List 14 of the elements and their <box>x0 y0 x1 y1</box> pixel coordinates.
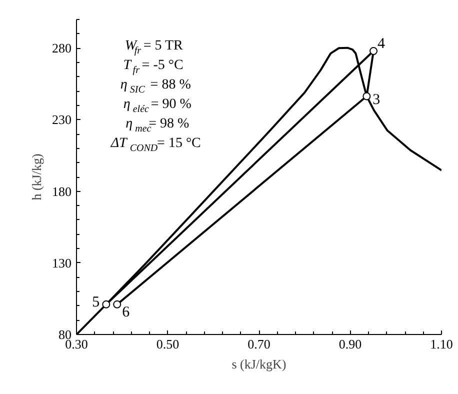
y-tick-label: 130 <box>52 255 72 270</box>
annotation: 4 <box>378 36 386 52</box>
x-axis-title: s (kJ/kgK) <box>232 356 286 372</box>
annotation: 6 <box>122 304 130 320</box>
y-tick-label: 230 <box>52 112 72 128</box>
annotation: 5 <box>92 294 100 310</box>
annotation: 3 <box>372 92 380 108</box>
y-tick-label: 180 <box>52 184 72 199</box>
y-tick-label: 280 <box>52 40 72 56</box>
y-axis-title: h (kJ/kg) <box>29 154 44 200</box>
x-tick-label: 0.50 <box>156 336 180 352</box>
x-tick-label: 0.70 <box>248 336 270 352</box>
x-tick-label: 1.10 <box>430 336 453 352</box>
x-tick-label: 0.90 <box>338 336 362 352</box>
